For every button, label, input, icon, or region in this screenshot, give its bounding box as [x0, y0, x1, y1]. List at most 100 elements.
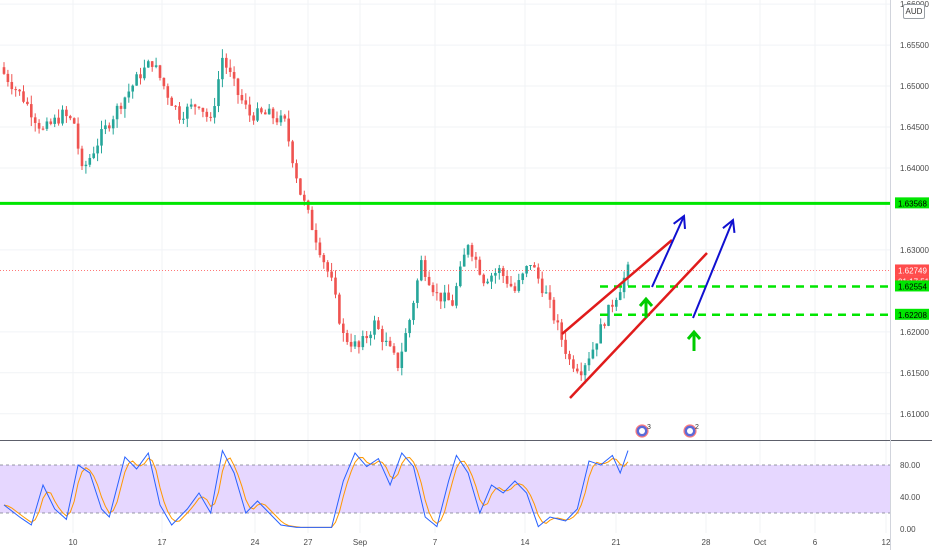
- time-tick-label: 10: [69, 538, 78, 547]
- tag-current-price: 1.62749: [895, 264, 929, 276]
- candle-body: [404, 333, 407, 352]
- time-tick-label: 28: [702, 538, 711, 547]
- time-tick-label: 24: [251, 538, 260, 547]
- candle-body: [548, 292, 552, 300]
- candle-body: [318, 242, 322, 256]
- candle-body: [123, 97, 127, 109]
- candle-body: [209, 116, 212, 118]
- candle-body: [108, 125, 111, 129]
- candle-body: [30, 104, 33, 118]
- candle-body: [143, 67, 146, 79]
- event-icon-count: 3: [647, 424, 651, 431]
- candle-body: [41, 128, 45, 130]
- candle-body: [392, 346, 396, 353]
- candle-body: [517, 280, 521, 291]
- oscillator-pane[interactable]: [0, 449, 890, 528]
- price-pane[interactable]: [0, 0, 890, 533]
- candle-body: [178, 106, 181, 120]
- event-icon-2: 2: [683, 424, 699, 438]
- tag-level-upper: 1.62554: [895, 280, 929, 292]
- candle-body: [439, 292, 443, 302]
- candle-body: [240, 95, 244, 101]
- candle-body: [213, 106, 216, 118]
- candle-body: [189, 104, 193, 107]
- candle-body: [349, 341, 353, 347]
- candle-body: [260, 108, 263, 113]
- candle-body: [603, 324, 606, 326]
- candle-body: [498, 268, 501, 273]
- candle-body: [443, 292, 446, 302]
- candle-body: [427, 276, 431, 286]
- candle-body: [279, 115, 283, 123]
- candle-body: [466, 245, 470, 255]
- time-tick-label: 12: [882, 538, 891, 547]
- candle-body: [236, 78, 240, 96]
- candle-body: [330, 271, 333, 278]
- candle-body: [342, 323, 345, 334]
- candle-body: [455, 286, 458, 306]
- candle-body: [287, 118, 290, 142]
- candle-body: [197, 106, 201, 108]
- candle-body: [303, 194, 306, 201]
- price-tick-label: 1.65500: [900, 41, 929, 50]
- buy-arrow-1: [638, 296, 654, 318]
- channel-lower-line: [569, 252, 708, 399]
- osc-tick-label: 0.00: [900, 525, 916, 534]
- tag-resistance: 1.63568: [895, 197, 929, 209]
- candle-body: [334, 277, 337, 295]
- candle-body: [396, 352, 400, 368]
- candle-body: [33, 117, 37, 123]
- candle-body: [505, 275, 509, 284]
- candle-body: [572, 359, 575, 369]
- price-tick-label: 1.64000: [900, 164, 929, 173]
- candle-body: [271, 108, 275, 119]
- candle-body: [174, 105, 177, 107]
- candle-body: [365, 336, 368, 339]
- price-tick-label: 1.64500: [900, 123, 929, 132]
- candle-body: [622, 277, 626, 293]
- stoch-band: [0, 465, 890, 513]
- candle-body: [127, 91, 131, 98]
- candle-body: [322, 255, 326, 263]
- candle-body: [369, 334, 372, 339]
- osc-tick-label: 80.00: [900, 461, 921, 470]
- candle-body: [326, 262, 329, 272]
- candle-body: [314, 229, 318, 243]
- candle-body: [560, 322, 563, 340]
- candle-body: [568, 353, 571, 360]
- time-tick-label: 27: [304, 538, 313, 547]
- candle-body: [14, 89, 17, 91]
- svg-text:1.62749: 1.62749: [898, 266, 927, 275]
- candle-body: [345, 333, 349, 342]
- candle-body: [158, 65, 162, 78]
- candle-body: [537, 267, 540, 279]
- candle-body: [599, 324, 602, 344]
- candle-body: [69, 116, 72, 119]
- candle-body: [88, 157, 92, 165]
- candle-body: [76, 123, 80, 149]
- candle-body: [170, 97, 173, 106]
- price-tick-label: 1.61000: [900, 410, 929, 419]
- candle-body: [373, 320, 376, 335]
- candle-body: [264, 112, 267, 115]
- candle-body: [299, 178, 302, 195]
- candle-body: [72, 118, 76, 124]
- candle-body: [607, 304, 610, 326]
- candle-body: [182, 118, 185, 120]
- candle-body: [131, 85, 134, 92]
- channel-upper-line: [561, 239, 673, 335]
- candle-body: [186, 106, 189, 119]
- candle-body: [408, 320, 411, 334]
- candle-body: [474, 256, 478, 260]
- candle-body: [412, 302, 415, 321]
- candle-body: [57, 117, 60, 124]
- candle-body: [119, 105, 123, 109]
- candle-body: [400, 351, 404, 368]
- time-tick-label: 6: [813, 538, 818, 547]
- candle-body: [252, 115, 255, 121]
- candle-body: [147, 61, 150, 68]
- currency-badge[interactable]: AUD: [903, 4, 925, 19]
- candle-body: [615, 299, 618, 307]
